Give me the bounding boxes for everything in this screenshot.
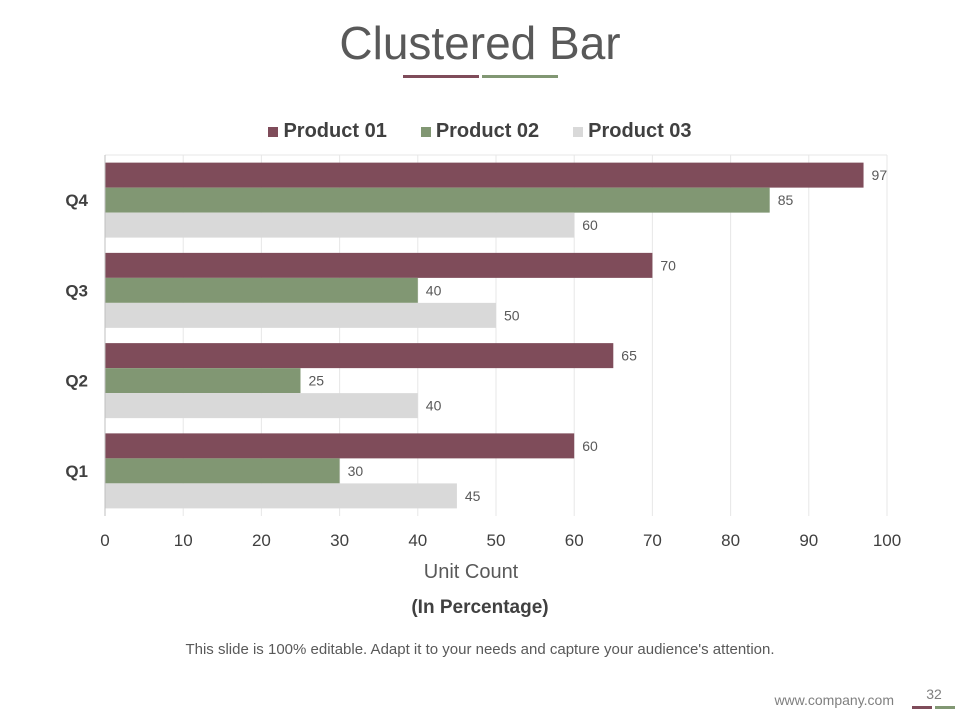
x-tick-label-30: 30 (330, 531, 349, 550)
data-label-q2-series-3: 40 (426, 398, 442, 414)
x-tick-label-80: 80 (721, 531, 740, 550)
bar-q4-series-3 (105, 212, 575, 238)
data-label-q1-series-2: 30 (348, 463, 364, 479)
category-label-q4: Q4 (65, 191, 88, 210)
x-axis-title: Unit Count (424, 561, 519, 583)
bar-q1-series-3 (105, 483, 457, 509)
legend-swatch-product-02 (420, 126, 431, 137)
bar-q1-series-1 (105, 433, 575, 459)
category-label-q1: Q1 (65, 462, 88, 481)
legend-item-product-02: Product 02 (420, 120, 540, 143)
data-label-q2-series-1: 65 (621, 348, 637, 364)
page-number: 32 (926, 686, 942, 702)
data-label-q3-series-1: 70 (660, 257, 676, 273)
bar-q2-series-3 (105, 393, 418, 419)
title-accent-bar-left (403, 75, 479, 78)
legend-swatch-product-01 (268, 126, 279, 137)
footer-website: www.company.com (774, 692, 894, 708)
x-tick-label-10: 10 (174, 531, 193, 550)
bar-q3-series-3 (105, 302, 496, 328)
x-tick-label-60: 60 (565, 531, 584, 550)
data-label-q4-series-2: 85 (778, 192, 794, 208)
data-label-q2-series-2: 25 (309, 373, 325, 389)
chart-legend: Product 01 Product 02 Product 03 (0, 120, 960, 143)
legend-label-product-02: Product 02 (435, 120, 540, 142)
bar-q4-series-2 (105, 187, 770, 213)
bar-q2-series-2 (105, 368, 301, 394)
category-label-q2: Q2 (65, 372, 88, 391)
category-label-q3: Q3 (65, 281, 88, 300)
x-tick-label-50: 50 (487, 531, 506, 550)
bar-q3-series-2 (105, 277, 418, 303)
data-label-q1-series-1: 60 (582, 438, 598, 454)
bar-q2-series-1 (105, 343, 614, 369)
legend-swatch-product-03 (573, 126, 584, 137)
legend-item-product-01: Product 01 (268, 120, 387, 143)
legend-item-product-03: Product 03 (573, 120, 692, 143)
slide-title: Clustered Bar (339, 17, 621, 69)
data-label-q4-series-3: 60 (582, 217, 598, 233)
legend-label-product-01: Product 01 (283, 120, 387, 142)
footer-accent-bar-left (912, 706, 932, 709)
data-label-q3-series-2: 40 (426, 282, 442, 298)
x-tick-label-0: 0 (100, 531, 109, 550)
data-label-q1-series-3: 45 (465, 488, 481, 504)
x-tick-label-100: 100 (873, 531, 901, 550)
x-tick-label-40: 40 (408, 531, 427, 550)
data-label-q3-series-3: 50 (504, 307, 520, 323)
title-accent-bar-right (482, 75, 558, 78)
bar-q3-series-1 (105, 252, 653, 278)
bar-q4-series-1 (105, 162, 864, 188)
legend-label-product-03: Product 03 (588, 120, 692, 142)
x-tick-label-20: 20 (252, 531, 271, 550)
slide-footnote: This slide is 100% editable. Adapt it to… (185, 641, 775, 658)
data-label-q4-series-1: 97 (872, 167, 888, 183)
bar-q1-series-2 (105, 458, 340, 484)
x-tick-label-90: 90 (799, 531, 818, 550)
chart-caption: (In Percentage) (411, 597, 549, 618)
x-tick-label-70: 70 (643, 531, 662, 550)
footer-accent-bar-right (935, 706, 955, 709)
